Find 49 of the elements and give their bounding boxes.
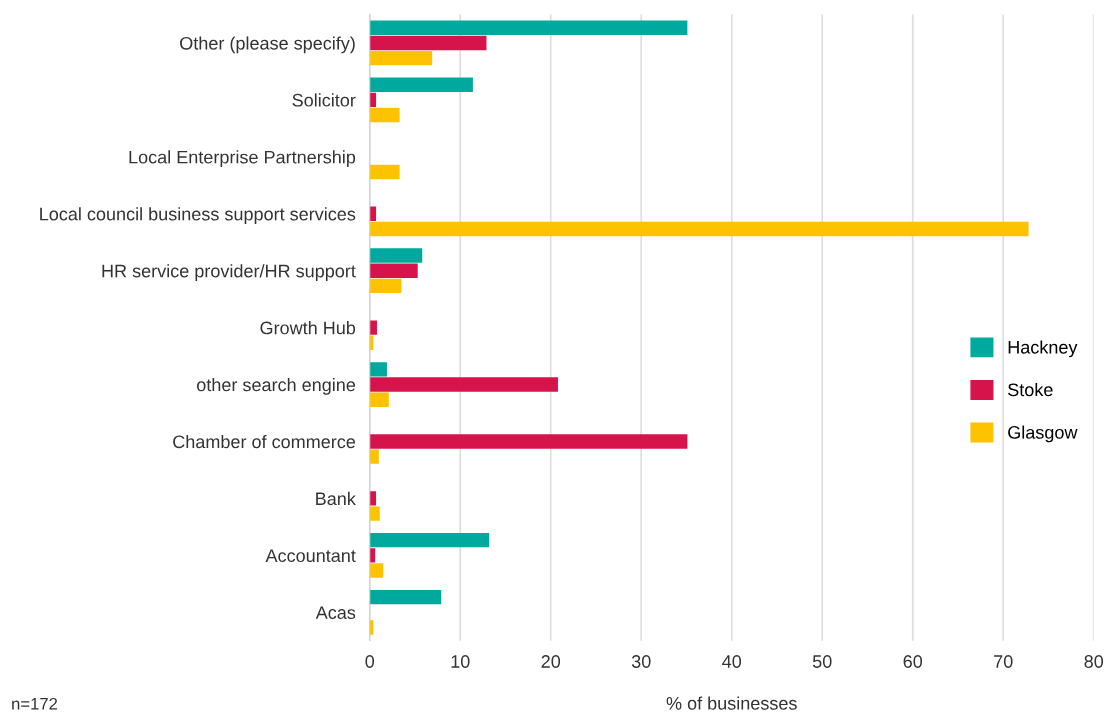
- bar: [369, 221, 1029, 237]
- bar: [369, 248, 423, 263]
- bar: [369, 362, 387, 377]
- x-tick-label: 30: [631, 655, 651, 668]
- bar: [369, 434, 688, 449]
- x-tick-label: 40: [722, 655, 742, 668]
- y-tick-label: Bank: [316, 491, 356, 506]
- bar: [369, 164, 400, 180]
- y-tick-label: Local Enterprise Partnership: [129, 150, 356, 168]
- x-tick-label: 0: [365, 655, 375, 668]
- y-tick-label: Accountant: [265, 549, 356, 563]
- y-tick-label: Solicitor: [292, 93, 356, 107]
- x-tick-label: 60: [903, 655, 923, 668]
- bar: [369, 392, 389, 407]
- bar: [369, 50, 433, 66]
- y-tick-label: HR service provider/HR support: [102, 264, 356, 281]
- bar: [369, 35, 487, 51]
- bar: [369, 449, 379, 464]
- bar: [369, 491, 377, 506]
- bar: [369, 20, 688, 35]
- y-tick-label: Other (please specify): [180, 36, 355, 54]
- legend-label: Hackney: [1008, 340, 1078, 358]
- y-tick-label: Chamber of commerce: [173, 434, 356, 449]
- bar: [369, 263, 418, 278]
- bar: [369, 506, 380, 521]
- legend-label: Glasgow: [1008, 425, 1078, 443]
- bar: [369, 278, 402, 294]
- bar: [369, 92, 377, 108]
- bar: [369, 107, 400, 123]
- bar: [369, 206, 377, 221]
- legend-label: Stoke: [1008, 382, 1053, 397]
- text: n=172: [12, 697, 58, 710]
- x-tick-label: 20: [541, 655, 561, 668]
- bar: [369, 563, 384, 578]
- bar: [369, 548, 376, 563]
- bar: [369, 532, 490, 548]
- x-axis-title: % of businesses: [666, 696, 797, 710]
- x-tick-label: 10: [451, 655, 470, 668]
- y-tick-label: other search engine: [197, 378, 356, 395]
- bar: [369, 377, 558, 392]
- x-tick-label: 80: [1084, 655, 1104, 668]
- y-tick-label: Local council business support services: [40, 207, 356, 225]
- y-tick-label: Acas: [315, 606, 356, 619]
- bar: [369, 320, 377, 335]
- y-tick-label: Growth Hub: [260, 321, 356, 335]
- x-tick-label: 50: [812, 655, 832, 668]
- bar: [369, 589, 442, 605]
- x-tick-label: 70: [994, 655, 1013, 668]
- bar: [369, 77, 473, 92]
